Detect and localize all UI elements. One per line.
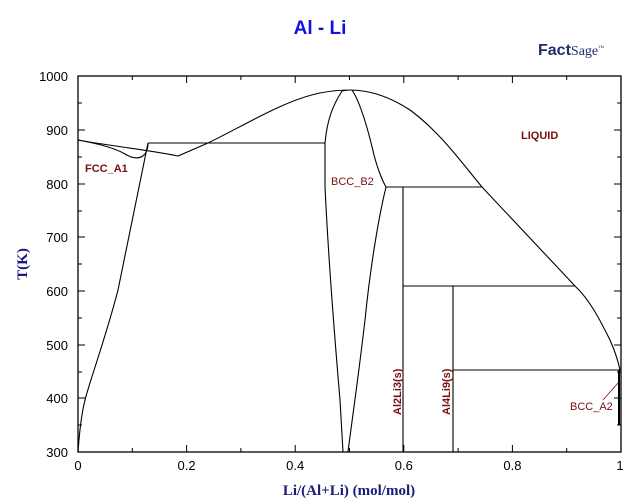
y-tick-label: 600 [46, 284, 68, 299]
phase-label-fcc: FCC_A1 [85, 163, 128, 175]
phase-label-liquid: LIQUID [521, 130, 558, 142]
x-tick-label: 0.2 [178, 458, 196, 473]
y-ticks [78, 102, 621, 426]
x-tick-label: 0.6 [395, 458, 413, 473]
x-tick-label: 0.4 [286, 458, 304, 473]
x-tick-label: 1 [616, 458, 623, 473]
x-tick-label: 0 [74, 458, 81, 473]
phase-label-al4li9: Al4Li9(s) [441, 368, 453, 415]
y-tick-label: 500 [46, 338, 68, 353]
factsage-logo: FactSage™ [538, 42, 604, 60]
fcc-liquidus [77, 139, 209, 157]
b2-solidus-right [351, 89, 387, 188]
x-ticks [131, 76, 568, 452]
y-tick-label: 700 [46, 230, 68, 245]
y-tick-label: 900 [46, 123, 68, 138]
y-tick-label: 1000 [39, 69, 68, 84]
fcc-solvus [77, 142, 149, 453]
chart-title: Al - Li [293, 18, 347, 39]
x-tick-label: 0.8 [503, 458, 521, 473]
y-axis-label: T(K) [15, 248, 31, 280]
phase-label-bcc-b2: BCC_B2 [331, 176, 374, 188]
b2-solvus-left [324, 143, 344, 453]
logo-mark: ™ [598, 45, 605, 52]
x-axis-label: Li/(Al+Li) (mol/mol) [283, 483, 415, 499]
b2-liquidus-right [349, 89, 621, 371]
logo-bold: Fact [538, 42, 571, 59]
phase-label-bcc-a2: BCC_A2 [570, 401, 613, 413]
b2-solvus-right [347, 186, 387, 453]
y-tick-label: 300 [46, 445, 68, 460]
phase-label-al2li3: Al2Li3(s) [392, 368, 404, 415]
logo-rest: Sage [570, 44, 599, 59]
bcc-a2-leader [602, 382, 619, 401]
b2-solidus-left [324, 89, 349, 144]
b2-liquidus-left [207, 89, 351, 144]
y-tick-label: 800 [46, 177, 68, 192]
phase-boundaries [77, 89, 621, 453]
y-tick-label: 400 [46, 391, 68, 406]
